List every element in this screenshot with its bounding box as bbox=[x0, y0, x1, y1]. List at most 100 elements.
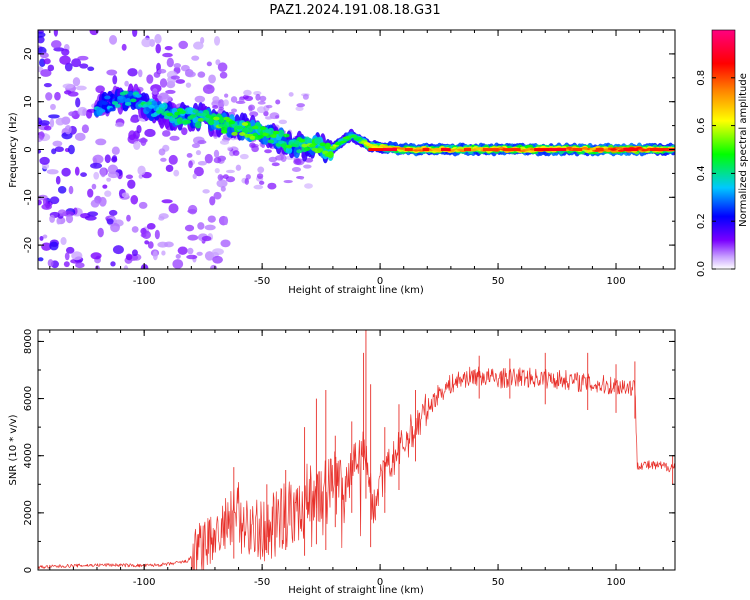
spectral-noise-blob bbox=[39, 236, 44, 241]
spectral-noise-blob bbox=[303, 164, 312, 169]
spectral-ridge-segment bbox=[207, 120, 215, 125]
spectral-noise-blob bbox=[175, 254, 181, 259]
spectral-noise-blob bbox=[82, 108, 87, 117]
spectral-noise-blob bbox=[264, 116, 273, 120]
spectral-ridge-segment bbox=[340, 140, 347, 144]
spectral-ridge-segment bbox=[111, 101, 119, 105]
spectral-noise-blob bbox=[41, 242, 52, 251]
spectral-noise-blob bbox=[278, 119, 288, 125]
spectral-noise-blob bbox=[75, 97, 81, 108]
spectral-ridge-segment bbox=[194, 121, 202, 129]
spectral-noise-blob bbox=[109, 34, 118, 45]
spectral-noise-blob bbox=[132, 30, 138, 38]
spectral-noise-blob bbox=[248, 104, 256, 111]
spectral-noise-blob bbox=[164, 45, 173, 51]
spectral-noise-blob bbox=[67, 144, 75, 155]
spectral-ridge-segment bbox=[174, 111, 181, 116]
spectral-ridge-segment bbox=[189, 114, 197, 119]
snr-x-tick-label: 0 bbox=[377, 577, 383, 588]
spectral-ridge-segment bbox=[109, 107, 116, 112]
spectral-noise-blob bbox=[243, 89, 252, 96]
spectral-noise-blob bbox=[146, 222, 156, 230]
snr-x-tick-label: 100 bbox=[606, 577, 625, 588]
snr-y-axis-label: SNR (10 * v/v) bbox=[8, 414, 19, 485]
spectral-noise-blob bbox=[141, 37, 152, 48]
spectral-noise-blob bbox=[225, 169, 235, 174]
spectral-noise-blob bbox=[147, 241, 154, 249]
spectral-noise-blob bbox=[209, 196, 216, 206]
spectral-noise-blob bbox=[57, 209, 67, 216]
spectral-noise-blob bbox=[265, 104, 273, 109]
spectral-peak-mark bbox=[368, 148, 387, 152]
spectral-noise-blob bbox=[172, 259, 184, 269]
snr-y-tick-label: 8000 bbox=[23, 329, 34, 354]
spectral-noise-blob bbox=[159, 78, 168, 88]
spectral-noise-blob bbox=[97, 227, 104, 238]
spectral-noise-blob bbox=[141, 230, 151, 239]
spectral-ridge-segment bbox=[130, 98, 137, 103]
spectral-noise-blob bbox=[41, 203, 53, 210]
spectral-noise-blob bbox=[111, 155, 118, 162]
spectral-peak-mark bbox=[440, 148, 451, 152]
spectral-noise-blob bbox=[65, 214, 74, 224]
spectral-noise-blob bbox=[40, 69, 52, 77]
spectral-noise-blob bbox=[38, 199, 42, 206]
spectral-noise-blob bbox=[168, 154, 178, 165]
spectral-noise-blob bbox=[169, 135, 180, 141]
spectral-noise-blob bbox=[160, 157, 167, 162]
spectral-noise-blob bbox=[188, 204, 198, 215]
spectral-noise-blob bbox=[152, 88, 158, 95]
spectral-ridge-segment bbox=[316, 148, 324, 152]
spectral-noise-blob bbox=[138, 201, 148, 209]
spectral-noise-blob bbox=[63, 261, 70, 268]
spectral-noise-blob bbox=[275, 115, 280, 119]
spectral-noise-blob bbox=[136, 125, 142, 134]
spectral-noise-blob bbox=[64, 62, 73, 72]
spectral-noise-blob bbox=[280, 155, 287, 162]
colorbar-tick-label: 0.2 bbox=[696, 213, 707, 229]
spectral-ridge-segment bbox=[114, 103, 121, 108]
spectral-ridge-segment bbox=[327, 151, 334, 156]
spectrogram-x-tick-label: 100 bbox=[606, 276, 625, 287]
spectral-noise-blob bbox=[57, 186, 67, 194]
spectral-noise-blob bbox=[223, 99, 229, 107]
spectral-noise-blob bbox=[133, 140, 141, 150]
spectral-ridge-segment bbox=[158, 103, 166, 108]
spectral-noise-blob bbox=[64, 124, 72, 135]
spectral-peak-mark bbox=[463, 148, 472, 152]
spectral-noise-blob bbox=[219, 139, 230, 145]
spectral-ridge-segment bbox=[285, 144, 293, 149]
spectral-noise-blob bbox=[165, 89, 176, 94]
spectral-noise-blob bbox=[104, 190, 112, 197]
spectral-noise-blob bbox=[85, 109, 93, 119]
spectral-noise-blob bbox=[304, 183, 313, 189]
spectral-noise-blob bbox=[288, 92, 294, 97]
spectral-noise-blob bbox=[60, 237, 67, 246]
spectral-noise-blob bbox=[49, 241, 59, 251]
spectral-noise-blob bbox=[114, 122, 125, 128]
spectral-ridge-segment bbox=[415, 147, 422, 150]
spectral-noise-blob bbox=[251, 145, 259, 153]
spectral-noise-blob bbox=[87, 188, 94, 198]
spectral-noise-blob bbox=[50, 40, 62, 49]
spectral-ridge-segment bbox=[293, 140, 301, 145]
snr-x-tick-label: -100 bbox=[133, 577, 156, 588]
spectral-ridge-segment bbox=[104, 95, 111, 100]
spectral-noise-blob bbox=[220, 239, 231, 248]
spectral-ridge-segment bbox=[319, 142, 326, 147]
spectral-ridge-segment bbox=[265, 129, 272, 134]
spectral-noise-blob bbox=[75, 85, 87, 91]
spectral-noise-blob bbox=[157, 68, 167, 74]
spectral-peak-mark bbox=[549, 148, 567, 152]
spectral-ridge-segment bbox=[163, 115, 171, 120]
spectral-noise-blob bbox=[275, 99, 281, 105]
spectral-ridge-segment bbox=[179, 110, 186, 115]
spectral-noise-blob bbox=[214, 168, 220, 174]
colorbar-tick-label: 0.0 bbox=[696, 261, 707, 277]
spectral-ridge-segment bbox=[200, 112, 207, 117]
spectrogram-x-tick-label: -100 bbox=[133, 276, 156, 287]
spectral-noise-blob bbox=[56, 218, 61, 225]
spectral-noise-blob bbox=[52, 140, 63, 147]
spectral-noise-blob bbox=[55, 117, 65, 126]
spectral-noise-blob bbox=[208, 74, 216, 84]
